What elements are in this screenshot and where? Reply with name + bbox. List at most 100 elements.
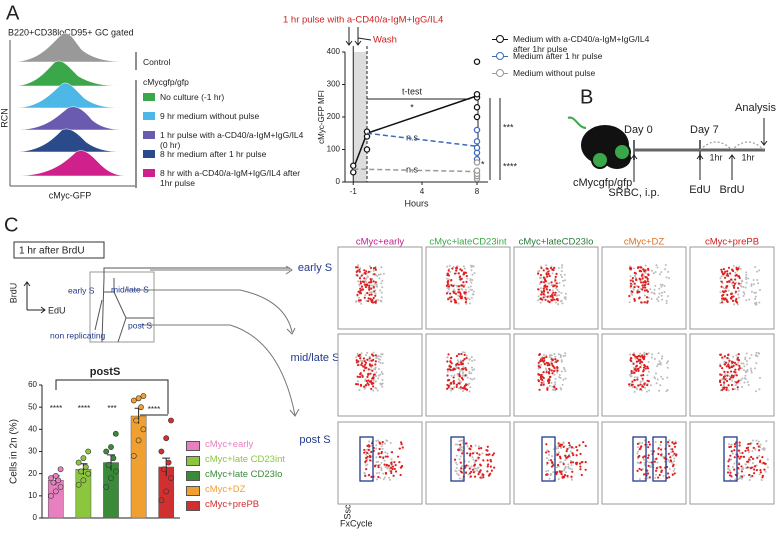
dot xyxy=(557,447,560,450)
dot xyxy=(537,299,540,302)
dot xyxy=(383,463,386,466)
legend-item: Control xyxy=(143,57,170,67)
dot xyxy=(380,282,383,285)
dot xyxy=(560,360,563,363)
dot xyxy=(719,380,722,384)
dot xyxy=(756,456,759,459)
dot xyxy=(468,467,471,470)
dot xyxy=(472,265,475,268)
dot xyxy=(556,371,559,374)
dot xyxy=(722,375,726,378)
dot xyxy=(758,376,761,379)
series-line xyxy=(366,132,478,147)
dot xyxy=(462,265,465,268)
dot xyxy=(755,362,758,365)
dot xyxy=(367,299,370,303)
legend-item: 8 hr with a-CD40/a-IgM+IgG/IL4 after 1hr… xyxy=(143,168,308,188)
dot xyxy=(552,268,555,271)
dot xyxy=(571,468,574,471)
dot xyxy=(730,278,733,281)
dot xyxy=(757,440,760,443)
data-point xyxy=(108,444,114,450)
dot xyxy=(631,280,635,283)
dot xyxy=(728,375,731,378)
dot xyxy=(461,351,464,354)
dot xyxy=(458,469,461,472)
dot xyxy=(666,376,669,379)
dot xyxy=(644,386,647,389)
dot xyxy=(364,294,367,297)
dot xyxy=(489,465,492,468)
dot xyxy=(447,378,451,382)
gate-box xyxy=(541,436,556,482)
data-point xyxy=(48,475,54,481)
dot xyxy=(379,477,382,480)
dot xyxy=(724,373,727,376)
dot xyxy=(370,287,373,290)
plot-frame xyxy=(337,421,423,505)
dot xyxy=(550,360,553,363)
dot xyxy=(557,442,560,445)
dot xyxy=(360,285,364,288)
dot xyxy=(457,291,460,294)
dot xyxy=(546,387,549,390)
dot xyxy=(540,287,543,290)
dot xyxy=(727,467,730,470)
data-point xyxy=(135,437,142,444)
data-point xyxy=(52,488,59,495)
dot xyxy=(457,288,461,291)
dot xyxy=(661,291,664,294)
axis-label: FxCycle xyxy=(340,518,373,528)
dot xyxy=(752,279,755,282)
dot xyxy=(550,354,553,357)
dot xyxy=(737,368,740,371)
dot xyxy=(726,300,729,303)
dot xyxy=(470,266,473,269)
dot xyxy=(737,296,740,299)
dot xyxy=(539,360,542,363)
legend-item: cMyc+DZ xyxy=(186,485,245,496)
dot xyxy=(377,377,380,380)
dot xyxy=(454,469,457,472)
dot xyxy=(723,370,726,373)
dot xyxy=(391,467,394,471)
dot xyxy=(641,441,644,444)
dot xyxy=(555,287,558,290)
dot xyxy=(383,476,386,479)
dot xyxy=(470,356,473,359)
dot xyxy=(491,454,494,457)
dot xyxy=(377,439,380,442)
dot xyxy=(567,454,571,458)
y-tick-label: 50 xyxy=(28,402,37,411)
dot xyxy=(674,442,677,445)
dot xyxy=(364,366,367,369)
x-tick-label: 4 xyxy=(420,187,425,196)
dot xyxy=(542,296,545,299)
dot xyxy=(378,471,381,474)
legend-line xyxy=(492,69,508,77)
dot xyxy=(374,375,377,378)
dot xyxy=(645,390,648,393)
dot xyxy=(732,286,736,289)
dot xyxy=(559,445,562,448)
dot xyxy=(472,471,475,474)
dot xyxy=(632,366,635,369)
dot xyxy=(760,478,763,481)
dot xyxy=(457,367,460,370)
dot xyxy=(452,284,455,288)
dot xyxy=(453,288,456,291)
dot xyxy=(462,285,465,288)
dot xyxy=(752,472,756,475)
dot xyxy=(735,363,738,366)
dot xyxy=(389,478,392,481)
dot xyxy=(635,284,638,287)
dot xyxy=(553,385,556,388)
dot xyxy=(637,367,640,370)
data-point xyxy=(473,159,481,166)
dot xyxy=(458,440,461,443)
dot xyxy=(723,355,726,358)
dot xyxy=(756,355,759,358)
dot xyxy=(386,467,389,470)
dot xyxy=(657,296,660,299)
